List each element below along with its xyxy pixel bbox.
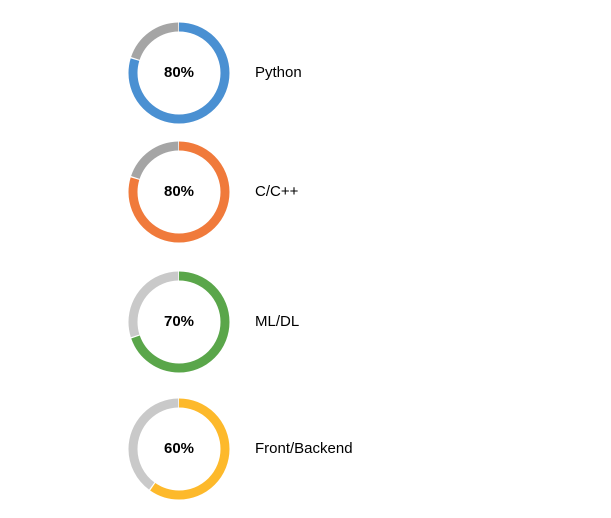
- donut-cpp: 80%: [124, 137, 234, 247]
- percent-label-front-backend: 60%: [163, 440, 195, 457]
- donut-track-mldl: [128, 271, 230, 373]
- donut-svg-cpp: [128, 141, 230, 243]
- donut-python: 80%: [124, 18, 234, 128]
- percent-label-python: 80%: [163, 64, 195, 81]
- donut-svg-front-backend: [128, 398, 230, 500]
- skill-python: 80% Python: [0, 18, 611, 128]
- donut-mldl: 70%: [124, 267, 234, 377]
- skill-cpp: 80% C/C++: [0, 137, 611, 247]
- donut-arc-mldl: [128, 271, 230, 373]
- donut-arc-front-backend: [128, 398, 230, 500]
- percent-label-cpp: 80%: [163, 183, 195, 200]
- donut-arc-python: [128, 22, 230, 124]
- skill-name-front-backend: Front/Backend: [255, 440, 353, 457]
- donut-svg-python: [128, 22, 230, 124]
- percent-label-mldl: 70%: [163, 313, 195, 330]
- donut-front-backend: 60%: [124, 394, 234, 504]
- skill-front-backend: 60% Front/Backend: [0, 394, 611, 504]
- skill-name-python: Python: [255, 64, 302, 81]
- skill-name-mldl: ML/DL: [255, 313, 300, 330]
- donut-arc-cpp: [128, 141, 230, 243]
- skill-mldl: 70% ML/DL: [0, 267, 611, 377]
- skill-name-cpp: C/C++: [255, 183, 299, 200]
- donut-svg-mldl: [128, 271, 230, 373]
- donut-track-front-backend: [128, 398, 230, 500]
